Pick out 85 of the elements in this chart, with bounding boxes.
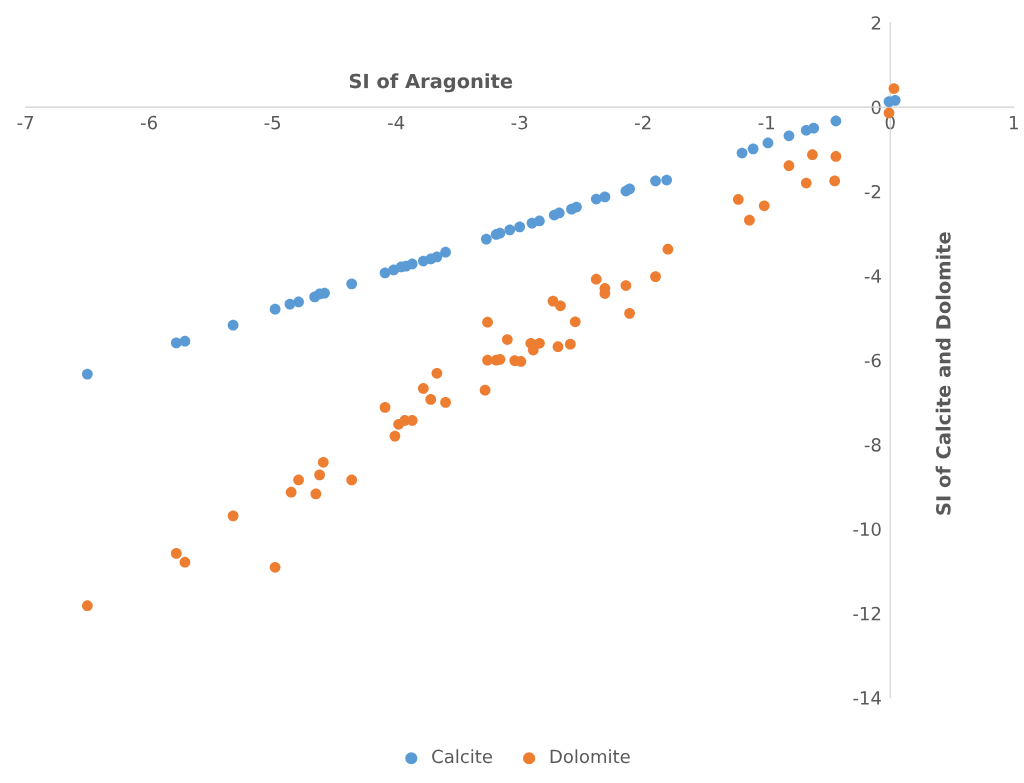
point	[317, 456, 329, 468]
point	[783, 130, 795, 142]
point	[480, 233, 492, 245]
point	[379, 402, 391, 413]
point	[179, 556, 191, 568]
x-tick-label: -7	[17, 115, 34, 130]
y-tick-label: 0	[871, 100, 881, 115]
point	[293, 474, 304, 486]
x-tick-label: 1	[1010, 115, 1018, 130]
point	[744, 214, 755, 226]
point	[650, 175, 661, 187]
point	[170, 548, 182, 559]
x-axis-title: SI of Aragonite	[349, 73, 513, 93]
legend-label: Calcite	[432, 749, 493, 764]
point	[662, 243, 674, 255]
point	[310, 488, 322, 500]
point	[314, 469, 325, 481]
point	[620, 280, 632, 291]
point	[650, 271, 661, 283]
y-tick-label: -2	[864, 184, 881, 199]
x-tick-label: -4	[388, 115, 405, 130]
point	[269, 561, 281, 573]
point	[81, 368, 93, 380]
point	[534, 215, 545, 227]
point	[417, 383, 429, 394]
y-tick-label: -8	[864, 438, 881, 452]
point	[389, 430, 401, 442]
y-tick-label: -10	[853, 522, 881, 537]
x-tick-label: -2	[635, 115, 651, 130]
point	[514, 221, 526, 233]
point	[269, 303, 281, 315]
point	[431, 251, 443, 263]
y-axis-title: SI of Calcite and Dolomite	[935, 232, 951, 515]
point	[425, 394, 437, 405]
x-tick-label: -6	[141, 115, 157, 130]
y-tick-label: -12	[853, 606, 881, 621]
legend-label: Dolomite	[550, 749, 630, 764]
point	[571, 201, 582, 213]
point	[736, 147, 748, 159]
point	[285, 486, 297, 498]
point	[346, 474, 358, 486]
point	[830, 115, 842, 127]
y-tick-label: -4	[864, 269, 881, 283]
point	[179, 335, 191, 347]
point	[555, 300, 566, 312]
point	[346, 278, 358, 290]
point	[553, 207, 565, 219]
point	[590, 273, 602, 285]
point	[624, 183, 635, 195]
point	[624, 307, 635, 319]
point	[758, 200, 770, 212]
point	[888, 83, 900, 94]
point	[808, 122, 820, 134]
point	[599, 191, 611, 203]
point	[440, 396, 451, 408]
point	[829, 175, 841, 187]
x-tick-label: -5	[264, 115, 281, 130]
y-tick-label: 2	[871, 16, 881, 30]
point	[661, 174, 673, 186]
point	[807, 149, 818, 161]
y-tick-label: -6	[864, 353, 881, 368]
point	[227, 510, 239, 522]
x-tick-label: -1	[758, 115, 775, 130]
x-tick-label: -3	[511, 115, 528, 130]
point	[762, 137, 774, 149]
point	[747, 143, 759, 155]
point	[482, 316, 493, 328]
point	[534, 337, 545, 349]
point	[501, 334, 513, 345]
point	[293, 296, 304, 308]
point	[732, 194, 744, 205]
point	[552, 341, 564, 353]
y-tick-label: -14	[853, 691, 881, 705]
point	[783, 160, 795, 172]
point	[504, 224, 516, 236]
point	[440, 246, 451, 258]
point	[81, 600, 93, 612]
point	[479, 384, 491, 396]
point	[800, 177, 812, 189]
point	[227, 319, 239, 331]
point	[379, 267, 391, 279]
point	[431, 367, 443, 379]
point	[564, 338, 576, 350]
point	[569, 316, 581, 328]
point	[830, 151, 842, 162]
